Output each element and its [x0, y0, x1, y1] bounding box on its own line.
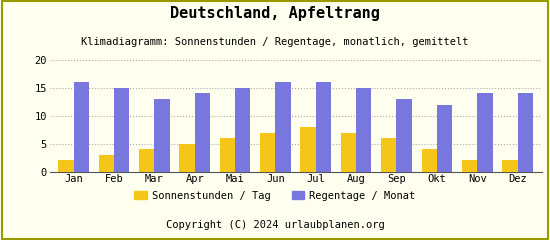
Bar	[114, 88, 129, 172]
Bar	[179, 144, 195, 172]
Bar	[421, 149, 437, 172]
Bar	[139, 149, 155, 172]
Text: Deutschland, Apfeltrang: Deutschland, Apfeltrang	[170, 6, 380, 21]
Bar	[502, 161, 518, 172]
Legend: Sonnenstunden / Tag, Regentage / Monat: Sonnenstunden / Tag, Regentage / Monat	[130, 186, 420, 205]
Bar	[195, 93, 210, 172]
Bar	[381, 138, 397, 172]
Bar	[74, 82, 89, 172]
Bar	[477, 93, 493, 172]
Bar	[341, 132, 356, 172]
Text: Klimadiagramm: Sonnenstunden / Regentage, monatlich, gemittelt: Klimadiagramm: Sonnenstunden / Regentage…	[81, 37, 469, 47]
Bar	[356, 88, 371, 172]
Bar	[155, 99, 170, 172]
Bar	[58, 161, 74, 172]
Bar	[437, 105, 452, 172]
Bar	[300, 127, 316, 172]
Bar	[260, 132, 276, 172]
Bar	[220, 138, 235, 172]
Bar	[518, 93, 533, 172]
Bar	[235, 88, 250, 172]
Bar	[99, 155, 114, 172]
Text: Copyright (C) 2024 urlaubplanen.org: Copyright (C) 2024 urlaubplanen.org	[166, 220, 384, 230]
Bar	[316, 82, 331, 172]
Bar	[397, 99, 412, 172]
Bar	[276, 82, 291, 172]
Bar	[462, 161, 477, 172]
